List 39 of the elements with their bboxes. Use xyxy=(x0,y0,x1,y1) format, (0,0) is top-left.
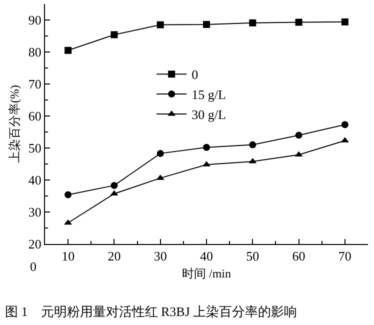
point xyxy=(295,132,302,139)
y-tick-label: 40 xyxy=(28,172,42,188)
x-tick-label: 20 xyxy=(108,248,121,264)
point xyxy=(110,31,118,38)
y-tick-label: 30 xyxy=(28,204,42,220)
y-axis-title: 上染百分率(%) xyxy=(8,85,22,163)
point xyxy=(249,141,256,148)
point xyxy=(248,158,257,164)
x-tick-label: 40 xyxy=(200,248,213,264)
point xyxy=(110,182,118,189)
x-tick-label: 30 xyxy=(154,248,167,264)
y-tick-label: 50 xyxy=(28,140,42,156)
caption: 图 1 元明粉用量对活性红 R3BJ 上染百分率的影响 xyxy=(5,304,298,319)
y-tick-label: 20 xyxy=(28,236,42,252)
point xyxy=(64,219,72,225)
legend-label: 30 g/L xyxy=(192,107,226,122)
x-tick-label: 10 xyxy=(62,248,75,264)
point xyxy=(110,190,118,196)
x-tick-label: 60 xyxy=(292,248,306,264)
point xyxy=(341,18,348,26)
point xyxy=(64,191,72,198)
point xyxy=(64,46,72,54)
y-tick-label: 80 xyxy=(28,44,42,60)
text: 0 xyxy=(30,259,36,274)
point xyxy=(341,121,348,128)
point xyxy=(295,18,302,26)
x-tick-label: 70 xyxy=(338,248,352,264)
point xyxy=(203,20,210,28)
y-tick-label: 70 xyxy=(28,76,42,92)
legend-label: 15 g/L xyxy=(192,87,226,102)
point xyxy=(203,144,210,151)
point xyxy=(249,19,256,26)
legend-label: 0 xyxy=(192,67,198,82)
y-tick-label: 90 xyxy=(28,12,42,28)
point xyxy=(156,21,164,28)
y-tick-label: 60 xyxy=(28,108,42,124)
point xyxy=(156,150,164,157)
x-axis-title: 时间 /min xyxy=(182,266,232,280)
x-tick-label: 50 xyxy=(246,248,260,264)
